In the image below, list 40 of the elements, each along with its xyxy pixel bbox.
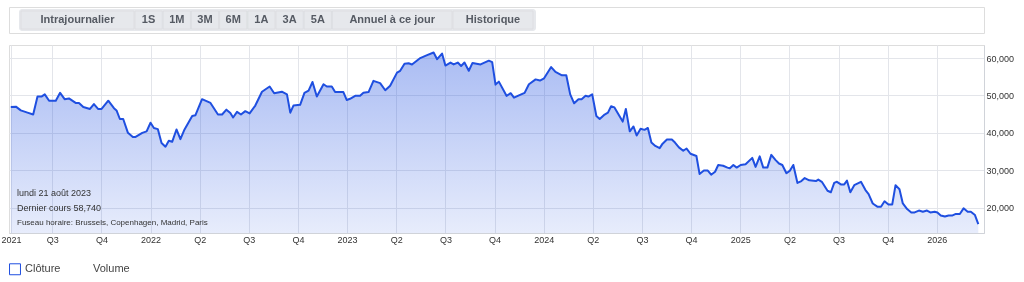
category-label: Intrajournalier [40,13,116,25]
x-tick-label: 2025 [730,234,751,245]
x-tick-label: Q3 [439,234,452,245]
category-label: 1S [141,13,156,25]
annotation: Dernier cours 58,740 [17,203,102,213]
x-tick-label: Q4 [489,234,502,245]
text: Volume [93,262,130,275]
x-tick-label: 2023 [337,234,358,245]
category-label: 3A [282,13,297,25]
x-tick-label: Q2 [783,234,796,245]
x-tick-label: 2024 [534,234,555,245]
category-label: Annuel à ce jour [349,13,436,25]
x-tick-label: Q4 [882,234,895,245]
x-tick-label: Q4 [95,234,108,245]
category-label: 1M [169,13,185,25]
y-tick-label: 50,000 [986,90,1015,101]
y-tick-label: 60,000 [986,53,1015,64]
annotation: Fuseau horaire: Brussels, Copenhagen, Madrid, Paris [17,218,208,227]
category-label: 5A [310,13,325,25]
annotation: lundi 21 août 2023 [17,188,92,198]
x-tick-label: Q2 [194,234,207,245]
x-tick-label: Q2 [587,234,600,245]
category-label: 6M [225,13,241,25]
x-tick-label: 2022 [141,234,162,245]
x-tick-label: Q2 [390,234,403,245]
x-tick-label: Q3 [636,234,649,245]
category-label: Historique [465,13,521,25]
y-tick-label: 30,000 [986,165,1015,176]
category-label: 3M [197,13,213,25]
x-tick-label: Q4 [685,234,698,245]
category-label: 1A [254,13,269,25]
x-tick-label: 2026 [927,234,948,245]
legend-label: Clôture [25,262,61,275]
x-tick-label: Q3 [833,234,846,245]
x-tick-label: Q3 [243,234,256,245]
y-tick-label: 40,000 [986,128,1015,139]
y-tick-label: 20,000 [986,203,1015,214]
x-tick-label: Q4 [292,234,305,245]
x-tick-label: 2021 [1,234,22,245]
x-tick-label: Q3 [46,234,59,245]
